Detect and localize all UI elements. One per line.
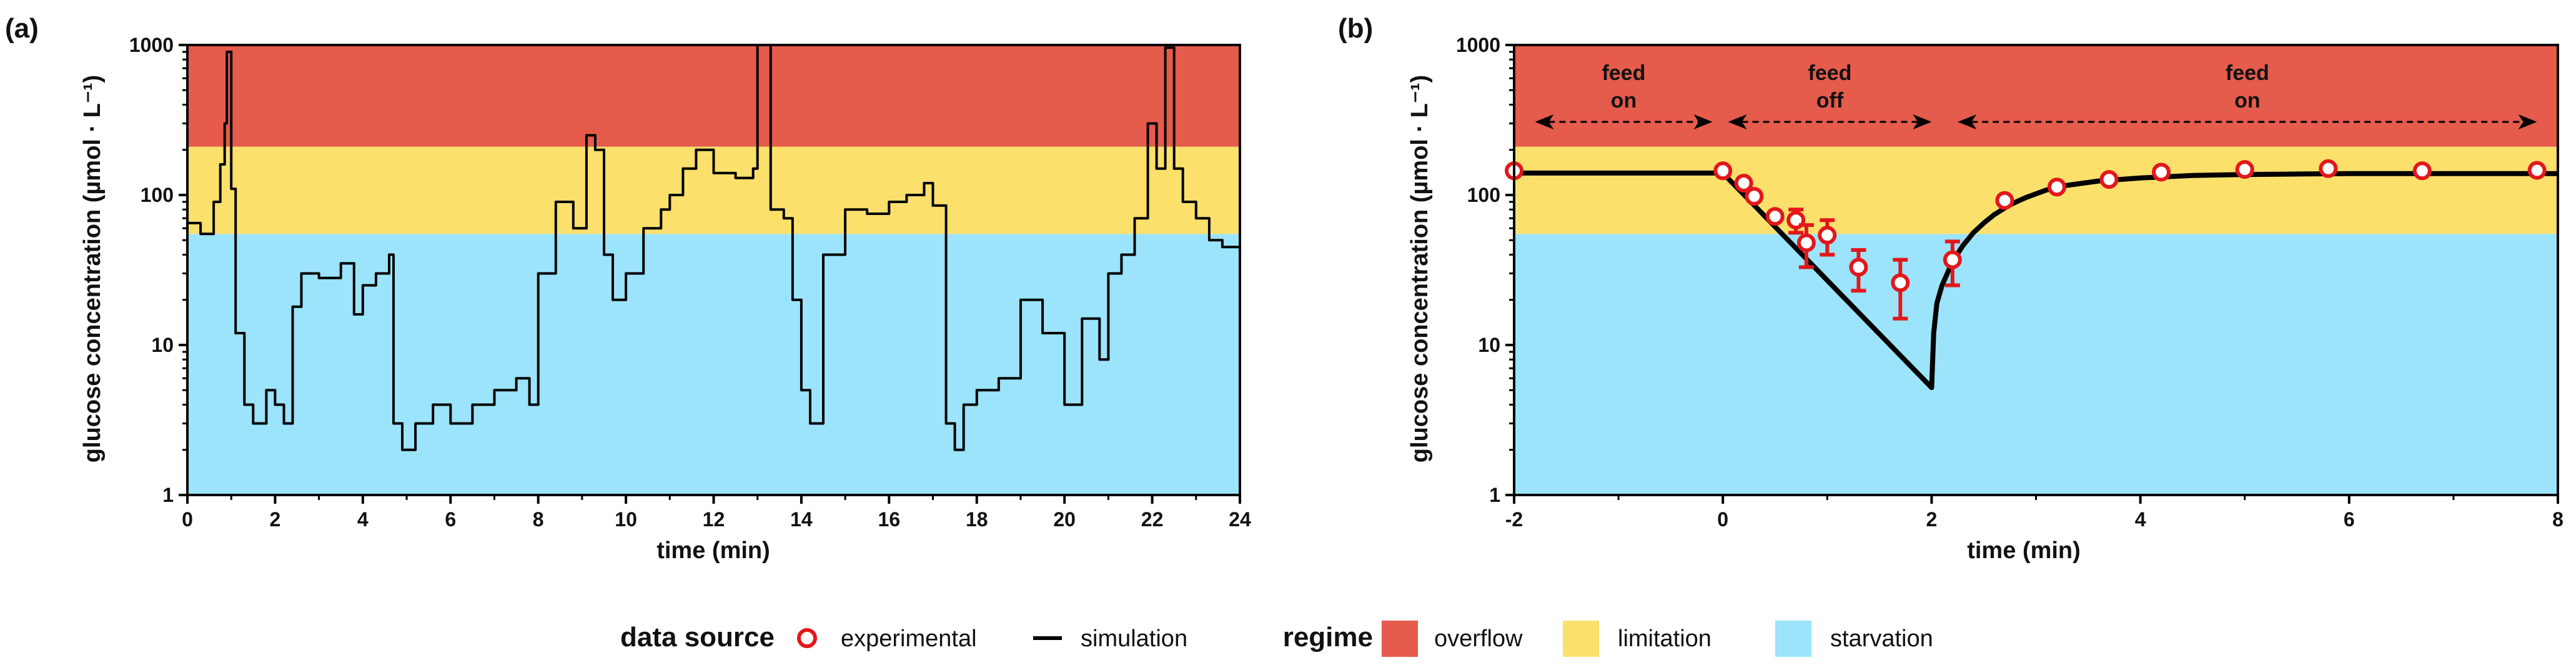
panel-a-y-axis-title: glucose concentration (µmol · L⁻¹) <box>79 75 106 462</box>
x-tick-label: 20 <box>1053 508 1076 531</box>
experimental-point <box>1796 233 1816 252</box>
x-tick-label: 2 <box>1926 508 1938 531</box>
experimental-point <box>1943 250 1962 269</box>
arrow-head-left <box>1728 114 1747 129</box>
y-tick-label: 1000 <box>1456 34 1500 56</box>
y-tick-label: 100 <box>1467 184 1500 206</box>
arrow-head-right <box>1693 114 1713 129</box>
panel-b-feed-annotations: feed on feed off feed on <box>1535 61 2537 129</box>
x-tick-label: 12 <box>703 508 725 531</box>
experimental-point <box>1745 187 1764 206</box>
simulation-curve <box>1514 170 2558 391</box>
x-tick-label: -2 <box>1505 508 1523 531</box>
x-tick-label: 14 <box>790 508 813 531</box>
x-tick-label: 4 <box>2135 508 2146 531</box>
panel-a-y-ticks: 1 10 100 1000 <box>129 34 187 506</box>
experimental-point <box>2412 161 2432 181</box>
panel-b-y-axis-title: glucose concentration (µmol · L⁻¹) <box>1407 75 1433 462</box>
x-tick-label: 6 <box>2344 508 2355 531</box>
feed-phase-label: off <box>1816 89 1844 112</box>
x-tick-label: 24 <box>1229 508 1251 531</box>
x-tick-label: 0 <box>1717 508 1728 531</box>
legend-starvation-label: starvation <box>1830 626 1933 652</box>
regime-band-overflow <box>187 45 1240 147</box>
experimental-point <box>1995 191 2014 210</box>
legend-data-source-title: data source <box>620 622 775 652</box>
panel-b-chart: (b) feed on feed off feed on -2 0 2 4 6 8 1 10 100 10… <box>1338 13 2564 564</box>
panel-b-x-axis-title: time (min) <box>1967 538 2081 564</box>
feed-phase-label: feed <box>2226 61 2269 85</box>
y-tick-label: 100 <box>141 184 174 206</box>
legend-limitation-swatch <box>1563 621 1599 657</box>
legend-starvation-swatch <box>1775 621 1811 657</box>
legend-limitation-label: limitation <box>1618 626 1712 652</box>
x-tick-label: 8 <box>533 508 544 531</box>
arrow-head-left <box>1958 114 1977 129</box>
panel-b-y-ticks: 1 10 100 1000 <box>1456 34 1514 506</box>
experimental-point <box>2319 159 2338 178</box>
panel-a-x-axis-title: time (min) <box>656 538 770 564</box>
x-tick-label: 6 <box>445 508 456 531</box>
x-tick-label: 4 <box>357 508 369 531</box>
x-tick-label: 8 <box>2552 508 2564 531</box>
experimental-point <box>1891 273 1910 292</box>
experimental-point <box>2047 178 2066 197</box>
feed-phase-label: feed <box>1602 61 1645 85</box>
y-tick-label: 10 <box>151 334 174 356</box>
feed-phase-label: feed <box>1808 61 1852 85</box>
panel-a-regime-bands <box>187 45 1240 495</box>
panel-b-series <box>1505 159 2558 391</box>
experimental-point <box>1765 207 1785 226</box>
legend-overflow-swatch <box>1382 621 1418 657</box>
experimental-point <box>1818 226 1837 245</box>
panel-a-label: (a) <box>5 13 39 44</box>
regime-band-limitation <box>1514 146 2558 234</box>
x-tick-label: 18 <box>966 508 988 531</box>
x-tick-label: 10 <box>615 508 637 531</box>
experimental-point <box>2152 162 2171 182</box>
experimental-point <box>1849 258 1868 277</box>
arrow-head-right <box>2518 114 2537 129</box>
simulation-trace <box>187 44 1241 451</box>
y-tick-label: 1 <box>1489 484 1500 506</box>
panel-b-x-ticks: -2 0 2 4 6 8 <box>1505 495 2564 531</box>
legend: data source experimental simulation regi… <box>620 621 1933 657</box>
experimental-point <box>1734 173 1753 192</box>
x-tick-label: 0 <box>182 508 193 531</box>
experimental-point <box>1713 161 1733 181</box>
regime-band-starvation <box>1514 234 2558 495</box>
legend-overflow-label: overflow <box>1434 626 1523 652</box>
feed-phase-label: on <box>2234 89 2261 112</box>
legend-experimental-label: experimental <box>841 626 977 652</box>
legend-simulation-label: simulation <box>1081 626 1187 652</box>
y-tick-label: 1000 <box>129 34 174 56</box>
panel-a-x-ticks: 0 2 4 6 8 10 12 14 16 18 20 22 24 <box>182 495 1251 531</box>
legend-experimental-marker <box>797 628 817 648</box>
x-tick-label: 16 <box>878 508 901 531</box>
x-tick-label: 22 <box>1141 508 1164 531</box>
x-tick-label: 2 <box>270 508 281 531</box>
feed-phase-label: on <box>1611 89 1637 112</box>
y-tick-label: 10 <box>1478 334 1500 356</box>
y-tick-label: 1 <box>162 484 174 506</box>
arrow-head-right <box>1913 114 1932 129</box>
arrow-head-left <box>1535 114 1554 129</box>
panel-a-series <box>187 44 1241 451</box>
panel-b-label: (b) <box>1338 13 1373 44</box>
regime-band-overflow <box>1514 45 2558 147</box>
legend-regime-title: regime <box>1283 622 1373 652</box>
experimental-point <box>2235 160 2254 179</box>
experimental-point <box>2099 170 2119 189</box>
experimental-point <box>2527 161 2547 180</box>
panel-b-regime-bands <box>1514 45 2558 495</box>
